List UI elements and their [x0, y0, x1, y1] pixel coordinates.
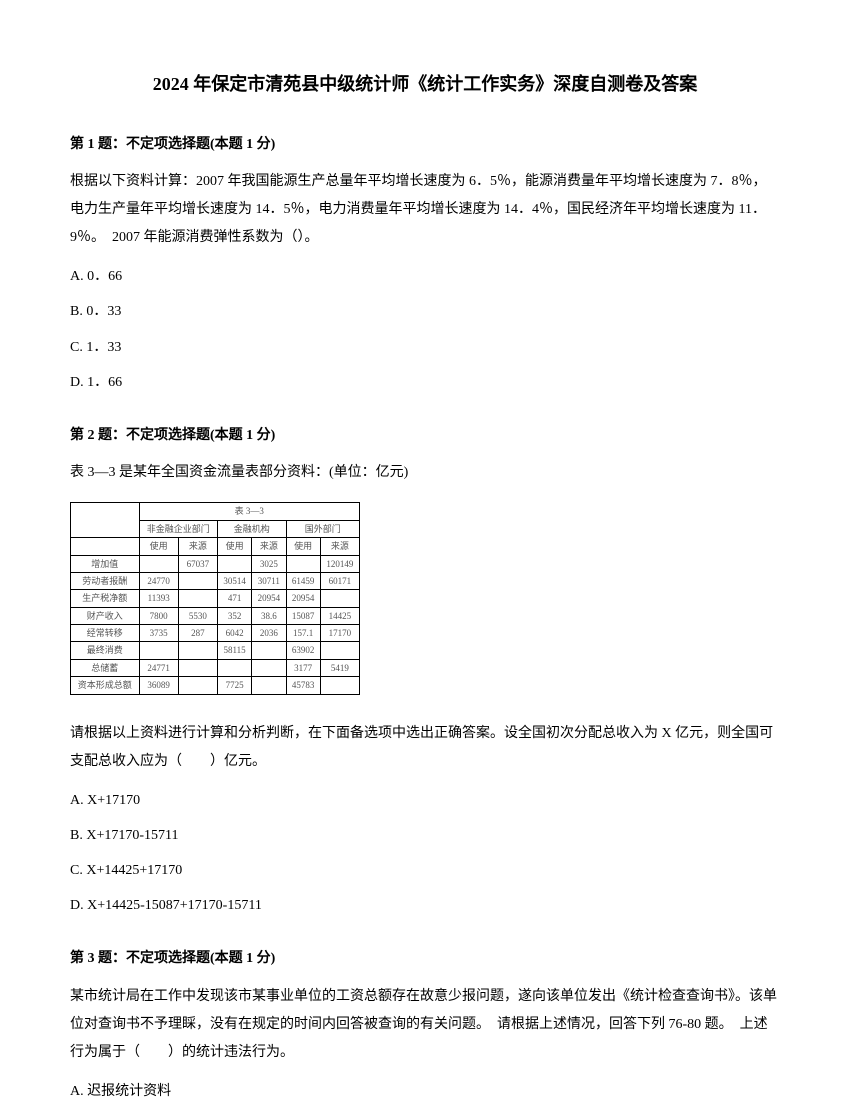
question-2-intro: 表 3—3 是某年全国资金流量表部分资料：(单位：亿元) [70, 459, 780, 487]
table-title-cell: 表 3—3 [139, 503, 359, 520]
question-1-option-d: D. 1．66 [70, 370, 780, 395]
question-2-header: 第 2 题：不定项选择题(本题 1 分) [70, 425, 780, 447]
table-sub-source: 来源 [178, 538, 217, 555]
table-row: 财产收入 7800 5530 352 38.6 15087 14425 [71, 607, 360, 624]
question-1-option-b: B. 0．33 [70, 299, 780, 324]
question-1-header: 第 1 题：不定项选择题(本题 1 分) [70, 134, 780, 156]
table-row: 资本形成总额 36089 7725 45783 [71, 677, 360, 694]
question-3-option-a: A. 迟报统计资料 [70, 1079, 780, 1104]
data-table-container: 表 3—3 非金融企业部门 金融机构 国外部门 使用 来源 使用 来源 使用 来… [70, 502, 780, 694]
question-2-option-b: B. X+17170-15711 [70, 823, 780, 848]
table-row: 总储蓄 24771 3177 5419 [71, 659, 360, 676]
table-sub-source3: 来源 [320, 538, 359, 555]
table-header-group2: 金融机构 [217, 520, 286, 537]
question-2: 第 2 题：不定项选择题(本题 1 分) 表 3—3 是某年全国资金流量表部分资… [70, 425, 780, 918]
table-row: 劳动者报酬 24770 30514 30711 61459 60171 [71, 572, 360, 589]
question-2-option-d: D. X+14425-15087+17170-15711 [70, 893, 780, 918]
table-header-group3: 国外部门 [286, 520, 360, 537]
table-row: 经常转移 3735 287 6042 2036 157.1 17170 [71, 625, 360, 642]
data-table: 表 3—3 非金融企业部门 金融机构 国外部门 使用 来源 使用 来源 使用 来… [70, 502, 360, 694]
question-2-option-c: C. X+14425+17170 [70, 858, 780, 883]
table-sub-use: 使用 [139, 538, 178, 555]
table-sub-use2: 使用 [217, 538, 251, 555]
question-1-option-a: A. 0．66 [70, 264, 780, 289]
question-2-text: 请根据以上资料进行计算和分析判断，在下面备选项中选出正确答案。设全国初次分配总收… [70, 720, 780, 776]
question-1: 第 1 题：不定项选择题(本题 1 分) 根据以下资料计算：2007 年我国能源… [70, 134, 780, 395]
question-1-option-c: C. 1．33 [70, 335, 780, 360]
question-1-text: 根据以下资料计算：2007 年我国能源生产总量年平均增长速度为 6．5％，能源消… [70, 168, 780, 252]
page-title: 2024 年保定市清苑县中级统计师《统计工作实务》深度自测卷及答案 [70, 70, 780, 99]
question-3-text: 某市统计局在工作中发现该市某事业单位的工资总额存在故意少报问题，遂向该单位发出《… [70, 983, 780, 1067]
question-2-option-a: A. X+17170 [70, 788, 780, 813]
table-header-group1: 非金融企业部门 [139, 520, 217, 537]
table-row: 增加值 67037 3025 120149 [71, 555, 360, 572]
question-3-header: 第 3 题：不定项选择题(本题 1 分) [70, 948, 780, 970]
table-row: 生产税净额 11393 471 20954 20954 [71, 590, 360, 607]
table-row: 最终消费 58115 63902 [71, 642, 360, 659]
table-sub-source2: 来源 [252, 538, 286, 555]
table-sub-use3: 使用 [286, 538, 320, 555]
question-3: 第 3 题：不定项选择题(本题 1 分) 某市统计局在工作中发现该市某事业单位的… [70, 948, 780, 1104]
